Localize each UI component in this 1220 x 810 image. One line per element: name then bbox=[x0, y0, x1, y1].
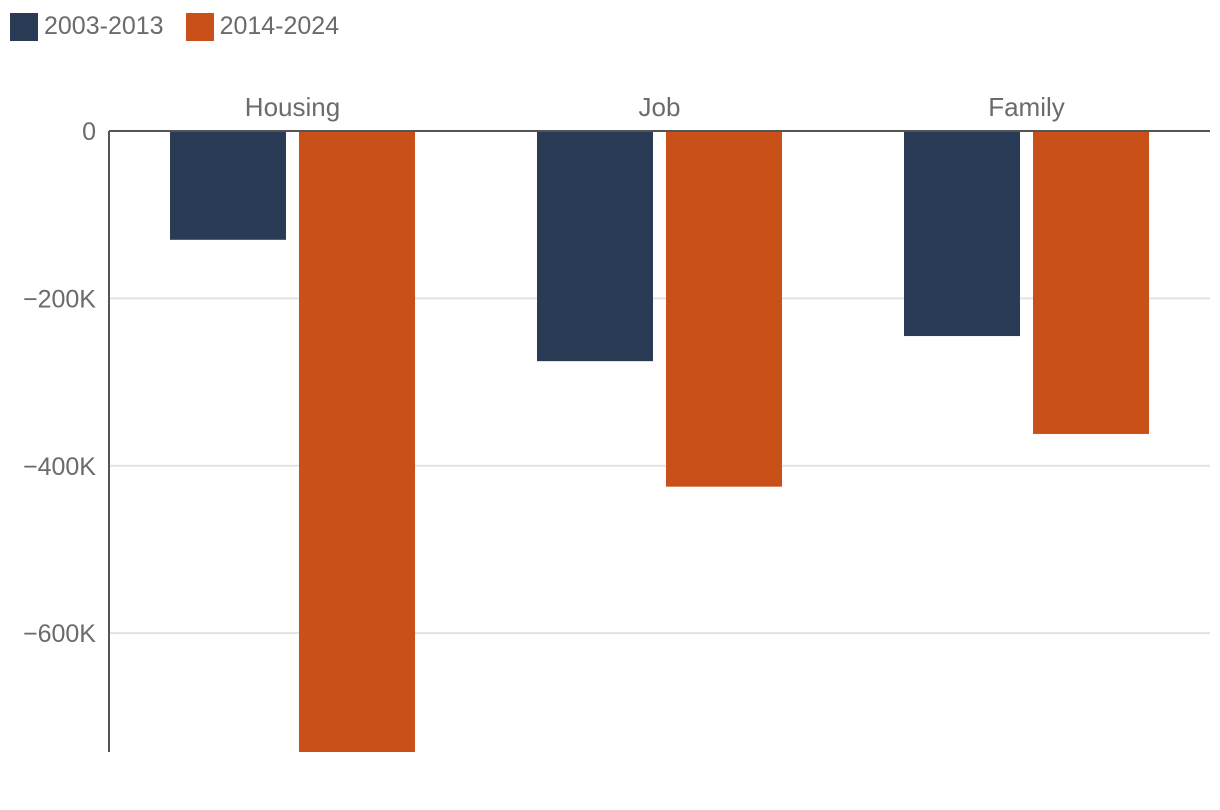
legend-label-2003-2013: 2003-2013 bbox=[44, 12, 164, 40]
category-label-family: Family bbox=[988, 92, 1065, 122]
legend-item-2003-2013[interactable]: 2003-2013 bbox=[10, 12, 164, 41]
bar-job-2003-2013 bbox=[537, 131, 653, 362]
y-tick-label: −200K bbox=[23, 285, 96, 313]
y-tick-label: −400K bbox=[23, 453, 96, 481]
category-label-job: Job bbox=[639, 92, 681, 122]
legend-item-2014-2024[interactable]: 2014-2024 bbox=[185, 12, 340, 41]
legend-label-2014-2024: 2014-2024 bbox=[219, 12, 340, 40]
legend-swatch-2003-2013 bbox=[10, 12, 38, 41]
bar-housing-2003-2013 bbox=[170, 131, 286, 240]
category-label-housing: Housing bbox=[245, 92, 340, 122]
bar-family-2003-2013 bbox=[904, 131, 1020, 337]
bar-family-2014-2024 bbox=[1033, 131, 1149, 434]
y-tick-label: −600K bbox=[23, 620, 96, 648]
bar-housing-2014-2024 bbox=[299, 131, 415, 752]
legend: 2003-2013 2014-2024 bbox=[10, 12, 361, 41]
y-tick-label: 0 bbox=[82, 118, 96, 146]
legend-swatch-2014-2024 bbox=[185, 12, 214, 41]
bar-job-2014-2024 bbox=[666, 131, 782, 487]
